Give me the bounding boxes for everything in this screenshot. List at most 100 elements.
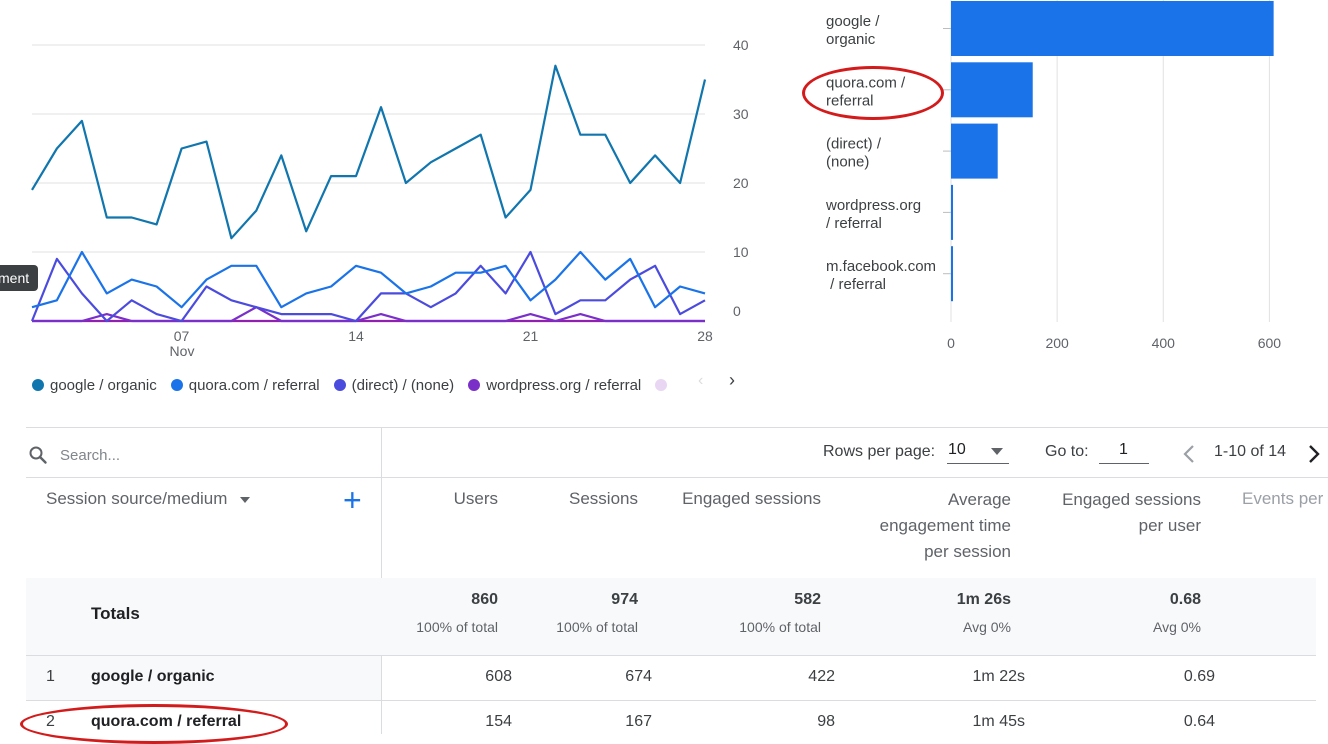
- column-header-events-per-session[interactable]: Events per: [1242, 489, 1328, 509]
- row-users: 608: [485, 668, 512, 685]
- row-divider: [26, 700, 1316, 701]
- legend-item-quora-referral[interactable]: quora.com / referral: [170, 376, 320, 394]
- bar-chart-bars: [951, 1, 1274, 302]
- bar-chart-x-tick-label: 600: [1258, 335, 1282, 351]
- goto-input[interactable]: 1: [1099, 438, 1149, 464]
- row-users: 154: [485, 713, 512, 730]
- select-underline: [947, 463, 1009, 464]
- line-chart-y-tick-label: 0: [733, 303, 741, 319]
- column-header-users[interactable]: Users: [453, 489, 498, 508]
- row-source[interactable]: google / organic: [91, 668, 215, 685]
- row-avg-time: 1m 45s: [972, 713, 1025, 730]
- legend-overflow-dot: [655, 379, 668, 391]
- rows-per-page-label: Rows per page:: [823, 443, 936, 460]
- line-chart-series-line: [31, 250, 706, 309]
- bar-chart-category-label: (direct) / (none): [826, 136, 882, 171]
- table-row[interactable]: 1 google / organic 608 674 422 1m 22s 0.…: [26, 656, 1316, 700]
- header-line: Average: [947, 490, 1011, 509]
- column-header-engaged-sessions[interactable]: Engaged sessions: [682, 489, 821, 508]
- segment-tooltip-tab[interactable]: ment: [0, 265, 38, 291]
- bar-chart-category-label: google / organic: [826, 13, 880, 48]
- chevron-right-icon[interactable]: [1306, 443, 1322, 465]
- search-icon: [29, 446, 47, 464]
- bar-chart-bar[interactable]: [951, 123, 998, 179]
- row-engaged: 422: [808, 668, 835, 685]
- row-sessions: 674: [625, 668, 652, 685]
- chevron-left-icon[interactable]: [1181, 443, 1197, 465]
- line-chart-y-ticks: 0 10 20 30 40: [733, 37, 749, 319]
- search-input[interactable]: [58, 443, 362, 467]
- header-line: Engaged sessions: [1062, 490, 1201, 509]
- legend-item-google-organic[interactable]: google / organic: [32, 377, 157, 394]
- bar-chart-x-tick-label: 0: [947, 335, 955, 351]
- column-header-engaged-per-user[interactable]: Engaged sessions per user: [1062, 487, 1201, 539]
- row-index: 2: [46, 713, 55, 730]
- goto-label: Go to:: [1045, 443, 1089, 460]
- line-chart-legend: google / organic quora.com / referral (d…: [32, 376, 668, 394]
- header-line: Events per: [1242, 489, 1324, 508]
- totals-row: [26, 578, 1316, 655]
- totals-bottom-border: [26, 655, 1316, 656]
- row-engaged: 98: [817, 713, 835, 730]
- dimension-cell-bg: [26, 656, 381, 700]
- rows-per-page-value: 10: [948, 441, 966, 458]
- totals-sessions-sub: 100% of total: [556, 619, 638, 635]
- legend-label: quora.com / referral: [188, 376, 320, 394]
- legend-label: google / organic: [50, 376, 157, 394]
- input-underline: [1099, 463, 1149, 464]
- bar-chart-category-line: organic: [826, 31, 876, 48]
- line-chart-series: [30, 64, 707, 323]
- totals-engaged: 582: [794, 591, 821, 608]
- totals-eng-per-user-sub: Avg 0%: [1153, 619, 1201, 635]
- row-source[interactable]: quora.com / referral: [91, 713, 242, 730]
- totals-users: 860: [471, 591, 498, 608]
- legend-label: wordpress.org / referral: [486, 376, 642, 394]
- legend-prev-icon[interactable]: ‹: [698, 372, 704, 389]
- totals-users-sub: 100% of total: [416, 619, 498, 635]
- bar-chart-category-line: / referral: [826, 215, 882, 232]
- totals-label: Totals: [91, 604, 140, 623]
- totals-avg-time: 1m 26s: [956, 591, 1011, 608]
- bar-chart-category-line: (none): [826, 154, 869, 171]
- chevron-down-icon: [991, 448, 1003, 455]
- line-chart-y-tick-label: 30: [733, 106, 749, 122]
- column-header-sessions[interactable]: Sessions: [569, 489, 638, 508]
- header-line: engagement time: [879, 516, 1011, 535]
- row-sessions: 167: [625, 713, 652, 730]
- row-eng-per-user: 0.64: [1183, 713, 1215, 730]
- totals-engaged-sub: 100% of total: [739, 619, 821, 635]
- bar-chart-category-line: google /: [826, 13, 880, 30]
- legend-label: (direct) / (none): [351, 376, 455, 394]
- bar-chart-bar[interactable]: [951, 184, 953, 240]
- bar-chart-category-line: / referral: [826, 276, 886, 293]
- line-chart-x-tick-label: 28: [697, 328, 713, 344]
- line-chart-y-tick-label: 40: [733, 37, 749, 53]
- bar-chart-bar[interactable]: [951, 246, 953, 302]
- dimension-header-label: Session source/medium: [46, 489, 228, 508]
- legend-dot: [333, 379, 346, 391]
- bar-chart-x-tick-label: 200: [1045, 335, 1069, 351]
- legend-next-icon[interactable]: ›: [729, 370, 735, 390]
- add-dimension-button[interactable]: +: [343, 482, 362, 518]
- bar-chart-category-line: wordpress.org: [825, 197, 921, 214]
- bar-chart-category-label: wordpress.org / referral: [825, 197, 921, 232]
- rows-per-page-select[interactable]: 10: [947, 438, 1009, 464]
- annotation-circle-bar-quora: [802, 66, 944, 120]
- bar-chart-bar[interactable]: [951, 62, 1033, 118]
- table-top-border: [26, 427, 1328, 428]
- legend-item-direct-none[interactable]: (direct) / (none): [333, 376, 455, 394]
- legend-item-wordpress-referral[interactable]: wordpress.org / referral: [468, 377, 641, 394]
- bar-chart-x-tick-label: 400: [1152, 335, 1176, 351]
- line-chart-x-tick-label: 07: [174, 328, 190, 344]
- line-chart-x-tick-label: 14: [348, 328, 364, 344]
- legend-dot: [170, 379, 183, 391]
- table-row[interactable]: 2 quora.com / referral 154 167 98 1m 45s…: [26, 701, 1316, 734]
- column-header-avg-engagement-time[interactable]: Average engagement time per session: [880, 487, 1011, 565]
- line-chart-series-line: [32, 306, 705, 323]
- line-chart-x-tick-label: 21: [523, 328, 539, 344]
- bar-chart-bar[interactable]: [951, 1, 1274, 56]
